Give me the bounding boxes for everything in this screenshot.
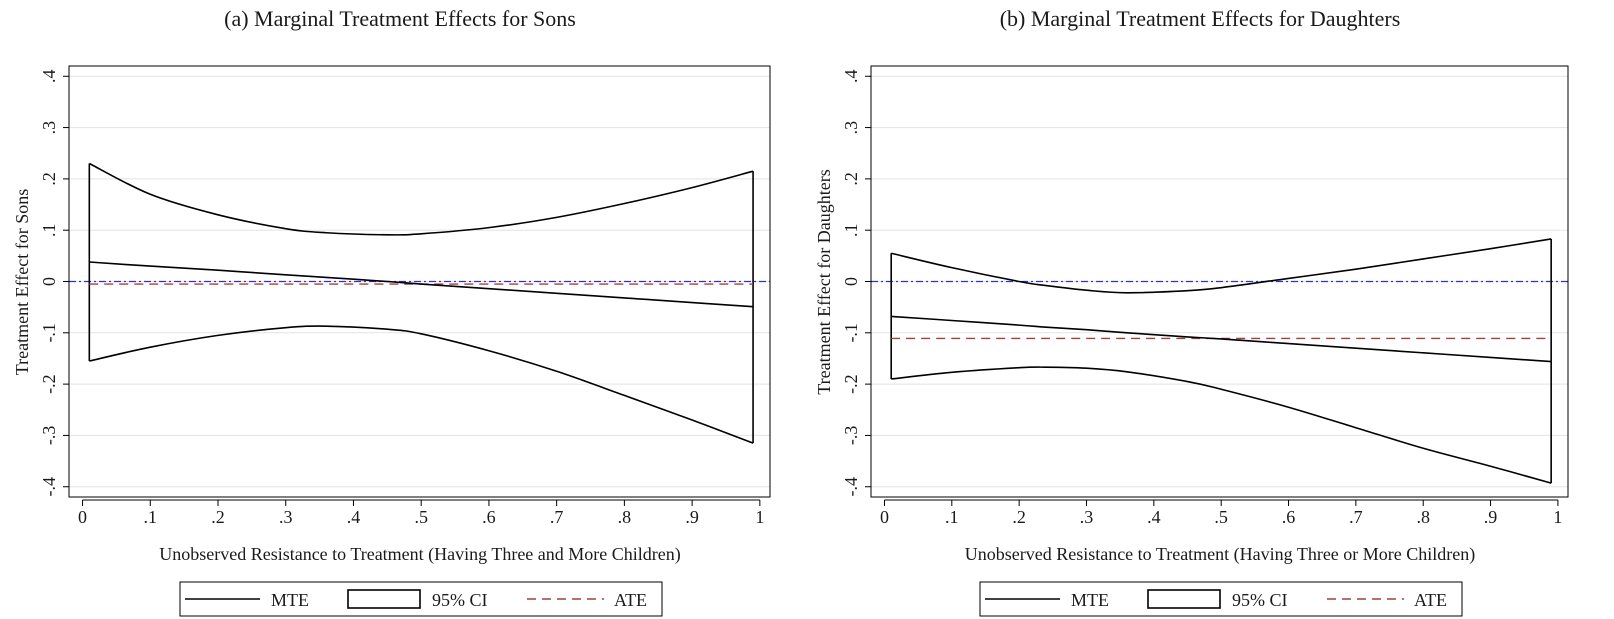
x-tick-label: 0	[78, 507, 87, 527]
x-tick-label: 1	[755, 507, 764, 527]
plot-area: -.4 -.3 -.2 -.1 0 .1 .2 .3 .4 0 .1 .2 .3 .4 .5 .6 .7 .8 .9…	[39, 65, 771, 527]
y-tick-label: 0	[841, 277, 861, 286]
mte-line	[891, 315, 1552, 363]
y-tick-label: -.2	[841, 374, 861, 394]
x-tick-label: .6	[482, 507, 496, 527]
legend-ci-swatch	[347, 589, 421, 609]
legend: MTE 95% CI ATE	[979, 581, 1463, 617]
y-tick-label: 0	[39, 277, 59, 286]
legend-box	[979, 581, 1463, 617]
plot-frame	[68, 65, 771, 498]
legend-box	[179, 581, 663, 617]
x-tick-label: .1	[144, 507, 158, 527]
y-tick-label: -.2	[39, 374, 59, 394]
x-tick-label: 0	[880, 507, 889, 527]
x-tick-label: .7	[550, 507, 564, 527]
y-tick-label: .2	[39, 172, 59, 186]
y-axis-label: Treatment Effect for Sons	[12, 189, 32, 375]
y-tick-label: -.4	[841, 477, 861, 497]
x-tick-label: .7	[1349, 507, 1363, 527]
x-tick-label: .3	[1080, 507, 1094, 527]
x-tick-label: .2	[211, 507, 225, 527]
plot-area: -.4 -.3 -.2 -.1 0 .1 .2 .3 .4 0 .1 .2 .3 .4 .5 .6 .7 .8 .9…	[841, 65, 1569, 527]
x-axis-label: Unobserved Resistance to Treatment (Havi…	[159, 544, 681, 565]
y-tick-label: -.1	[39, 323, 59, 343]
x-tick-label: .8	[618, 507, 632, 527]
y-axis-label: Treatment Effect for Daughters	[814, 169, 834, 394]
mte-line	[89, 261, 754, 308]
chart-title: (a) Marginal Treatment Effects for Sons	[224, 6, 576, 31]
x-tick-label: .4	[1147, 507, 1161, 527]
y-tick-label: .2	[841, 172, 861, 186]
x-tick-label: .9	[1484, 507, 1498, 527]
y-tick-label: -.4	[39, 477, 59, 497]
x-tick-label: .5	[1214, 507, 1228, 527]
x-tick-label: .5	[414, 507, 428, 527]
plot-frame	[870, 65, 1569, 498]
ci-lower-bound	[891, 366, 1552, 484]
panel-sons: -.4 -.3 -.2 -.1 0 .1 .2 .3 .4 0 .1 .2 .3 .4 .5 .6 .7 .8 .9…	[12, 6, 771, 617]
ci-lower-bound	[89, 325, 754, 444]
y-tick-label: .4	[841, 70, 861, 84]
y-tick-label: -.1	[841, 323, 861, 343]
legend-ci-swatch	[1147, 589, 1221, 609]
legend: MTE 95% CI ATE	[179, 581, 663, 617]
y-tick-label: .1	[39, 223, 59, 237]
x-tick-label: .1	[945, 507, 959, 527]
y-tick-label: .1	[841, 223, 861, 237]
y-tick-label: .4	[39, 70, 59, 84]
y-tick-label: -.3	[841, 426, 861, 446]
x-tick-label: 1	[1553, 507, 1562, 527]
ci-upper-bound	[891, 238, 1552, 294]
panel-daughters: -.4 -.3 -.2 -.1 0 .1 .2 .3 .4 0 .1 .2 .3 .4 .5 .6 .7 .8 .9…	[814, 6, 1569, 617]
legend-ate-label: ATE	[614, 590, 647, 610]
y-tick-label: -.3	[39, 426, 59, 446]
legend-ci-label: 95% CI	[1232, 590, 1288, 610]
legend-mte-label: MTE	[1071, 590, 1109, 610]
y-tick-label: .3	[39, 121, 59, 135]
x-tick-label: .8	[1416, 507, 1430, 527]
x-axis-label: Unobserved Resistance to Treatment (Havi…	[965, 544, 1476, 565]
x-tick-label: .9	[685, 507, 699, 527]
legend-ate-label: ATE	[1414, 590, 1447, 610]
ci-upper-bound	[88, 162, 754, 236]
legend-ci-label: 95% CI	[432, 590, 488, 610]
x-tick-label: .3	[279, 507, 293, 527]
legend-mte-label: MTE	[271, 590, 309, 610]
x-tick-label: .6	[1282, 507, 1296, 527]
x-tick-label: .4	[347, 507, 361, 527]
chart-title: (b) Marginal Treatment Effects for Daugh…	[1000, 6, 1401, 31]
y-tick-label: .3	[841, 121, 861, 135]
x-tick-label: .2	[1012, 507, 1026, 527]
